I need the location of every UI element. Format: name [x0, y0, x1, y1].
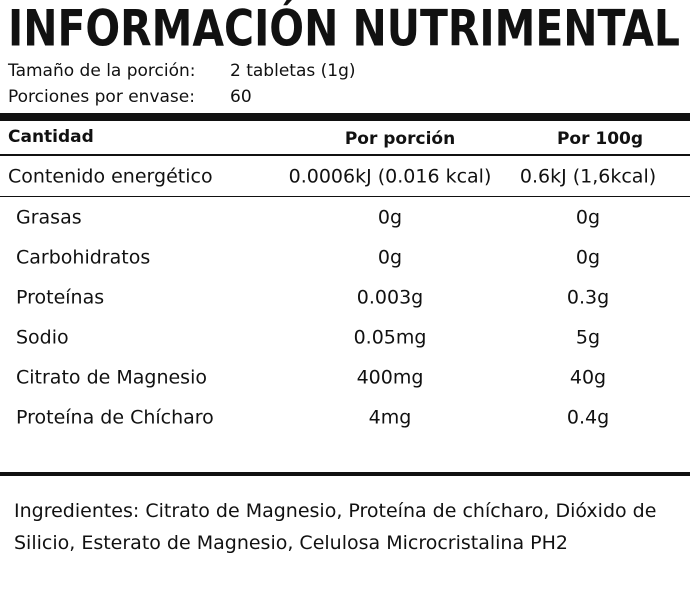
ingredients: Ingredientes: Citrato de Magnesio, Prote…	[14, 500, 657, 554]
row-label: Proteína de Chícharo	[16, 407, 214, 429]
row-label: Proteínas	[16, 287, 104, 309]
per-100g: 40g	[570, 367, 606, 389]
row-label: Citrato de Magnesio	[16, 367, 207, 389]
serving-size-label: Tamaño de la porción:	[7, 61, 196, 81]
row-label: Carbohidratos	[16, 247, 150, 269]
per-serving: 0g	[378, 207, 402, 229]
column-header: Por porción	[345, 129, 455, 149]
per-100g: 5g	[576, 327, 600, 349]
column-header: Cantidad	[8, 127, 94, 147]
servings-label: Porciones por envase:	[8, 87, 195, 107]
row-label: Sodio	[16, 327, 69, 349]
per-100g: 0g	[576, 207, 600, 229]
row-label: Contenido energético	[8, 166, 213, 188]
per-serving: 0.0006kJ (0.016 kcal)	[289, 166, 492, 188]
rule	[0, 196, 690, 197]
per-serving: 0.05mg	[354, 327, 427, 349]
column-header: Por 100g	[557, 129, 643, 149]
per-100g: 0.3g	[567, 287, 609, 309]
thick-rule	[0, 113, 690, 121]
servings-value: 60	[230, 87, 252, 107]
serving-size-value: 2 tabletas (1g)	[230, 61, 356, 81]
per-100g: 0g	[576, 247, 600, 269]
per-serving: 400mg	[357, 367, 424, 389]
thick-rule	[0, 472, 690, 476]
per-100g: 0.4g	[567, 407, 609, 429]
per-serving: 0g	[378, 247, 402, 269]
rule	[0, 154, 690, 156]
row-label: Grasas	[16, 207, 82, 229]
per-serving: 0.003g	[357, 287, 423, 309]
per-100g: 0.6kJ (1,6kcal)	[520, 166, 656, 188]
title: INFORMACIÓN NUTRIMENTAL	[8, 0, 680, 58]
per-serving: 4mg	[369, 407, 412, 429]
